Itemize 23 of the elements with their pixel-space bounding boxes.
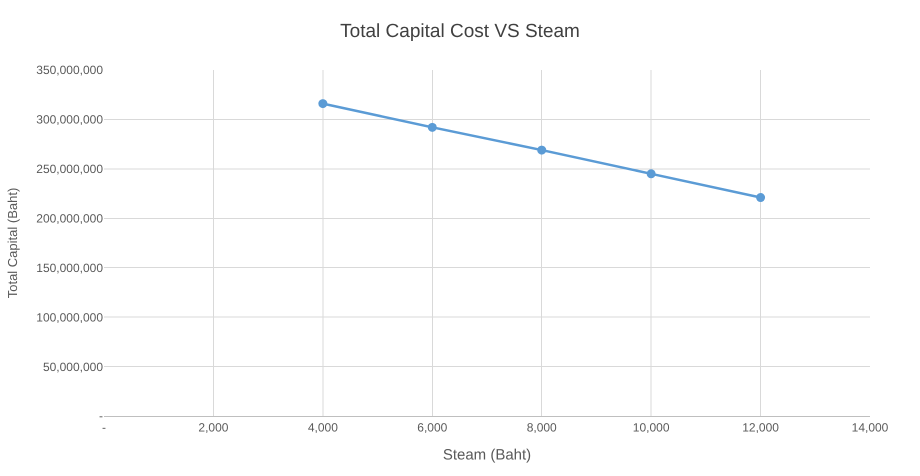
x-tick-label: 2,000: [198, 420, 229, 434]
y-tick-label: -: [99, 409, 103, 424]
point: [318, 99, 328, 108]
y-tick-label: 150,000,000: [36, 260, 104, 275]
point: [756, 193, 766, 202]
x-tick-label: 8,000: [526, 420, 558, 434]
y-tick-label: 250,000,000: [36, 162, 104, 176]
x-tick-label: 10,000: [632, 420, 670, 434]
y-tick-label: 50,000,000: [42, 360, 104, 374]
y-axis-title: Total Capital (Baht): [5, 188, 20, 298]
y-tick-label: 100,000,000: [36, 310, 104, 324]
x-tick-label: 14,000: [852, 420, 889, 434]
x-tick-label: 12,000: [742, 420, 780, 434]
chart-title: Total Capital Cost VS Steam: [340, 21, 580, 42]
x-tick-label: 4,000: [308, 420, 338, 434]
point: [428, 122, 437, 132]
y-tick-label: 200,000,000: [36, 211, 104, 226]
x-tick-label: 6,000: [417, 420, 448, 434]
x-axis-title: Steam (Baht): [442, 446, 532, 464]
point: [537, 146, 546, 155]
point: [646, 169, 656, 178]
y-tick-label: 350,000,000: [36, 63, 104, 78]
y-tick-label: 300,000,000: [36, 112, 104, 127]
